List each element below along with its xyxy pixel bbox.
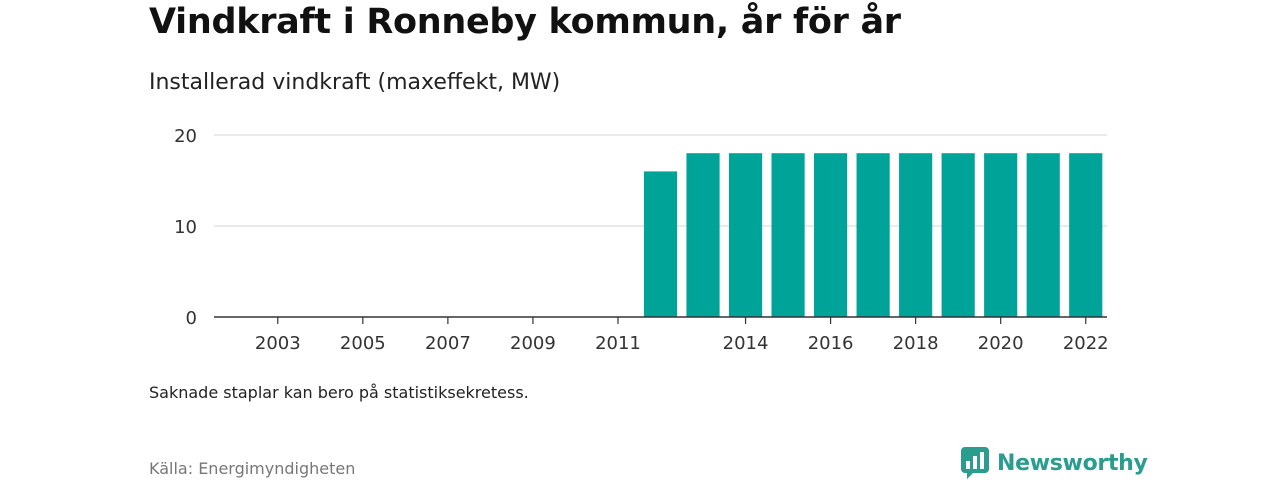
source-credit: Källa: Energimyndigheten (149, 459, 356, 478)
x-tick-label: 2020 (978, 333, 1024, 354)
x-axis-labels: 2003 2005 2007 2009 2011 2014 2016 2018 2020 2022 (255, 333, 1109, 354)
x-tick-label: 2011 (595, 333, 641, 354)
x-tick-label: 2007 (425, 333, 471, 354)
bar (814, 153, 848, 317)
brand-name: Newsworthy (997, 450, 1148, 476)
bar (941, 153, 975, 317)
chart-subtitle: Installerad vindkraft (maxeffekt, MW) (149, 70, 561, 95)
x-axis-ticks (277, 317, 1087, 324)
x-tick-label: 2003 (255, 333, 301, 354)
y-tick-label: 10 (174, 217, 197, 238)
x-tick-label: 2018 (893, 333, 939, 354)
bars (643, 153, 1103, 317)
bar (643, 171, 678, 317)
x-tick-label: 2005 (340, 333, 386, 354)
bar (686, 153, 720, 317)
bar (728, 153, 763, 317)
bar (856, 153, 890, 317)
bar (899, 153, 933, 317)
x-tick-label: 2009 (510, 333, 556, 354)
x-tick-label: 2014 (723, 333, 769, 354)
bar (1069, 153, 1103, 317)
y-tick-label: 0 (186, 308, 197, 329)
x-tick-label: 2016 (808, 333, 854, 354)
bar (771, 153, 805, 317)
chart-title: Vindkraft i Ronneby kommun, år för år (149, 2, 901, 42)
y-tick-label: 20 (174, 126, 197, 147)
newsworthy-logo-icon (961, 447, 989, 479)
bar (1026, 153, 1060, 317)
bar (984, 153, 1018, 317)
x-tick-label: 2022 (1063, 333, 1109, 354)
footnote: Saknade staplar kan bero på statistiksek… (149, 383, 529, 402)
y-axis-labels: 0 10 20 (174, 126, 197, 329)
newsworthy-brand[interactable]: Newsworthy (961, 447, 1148, 479)
